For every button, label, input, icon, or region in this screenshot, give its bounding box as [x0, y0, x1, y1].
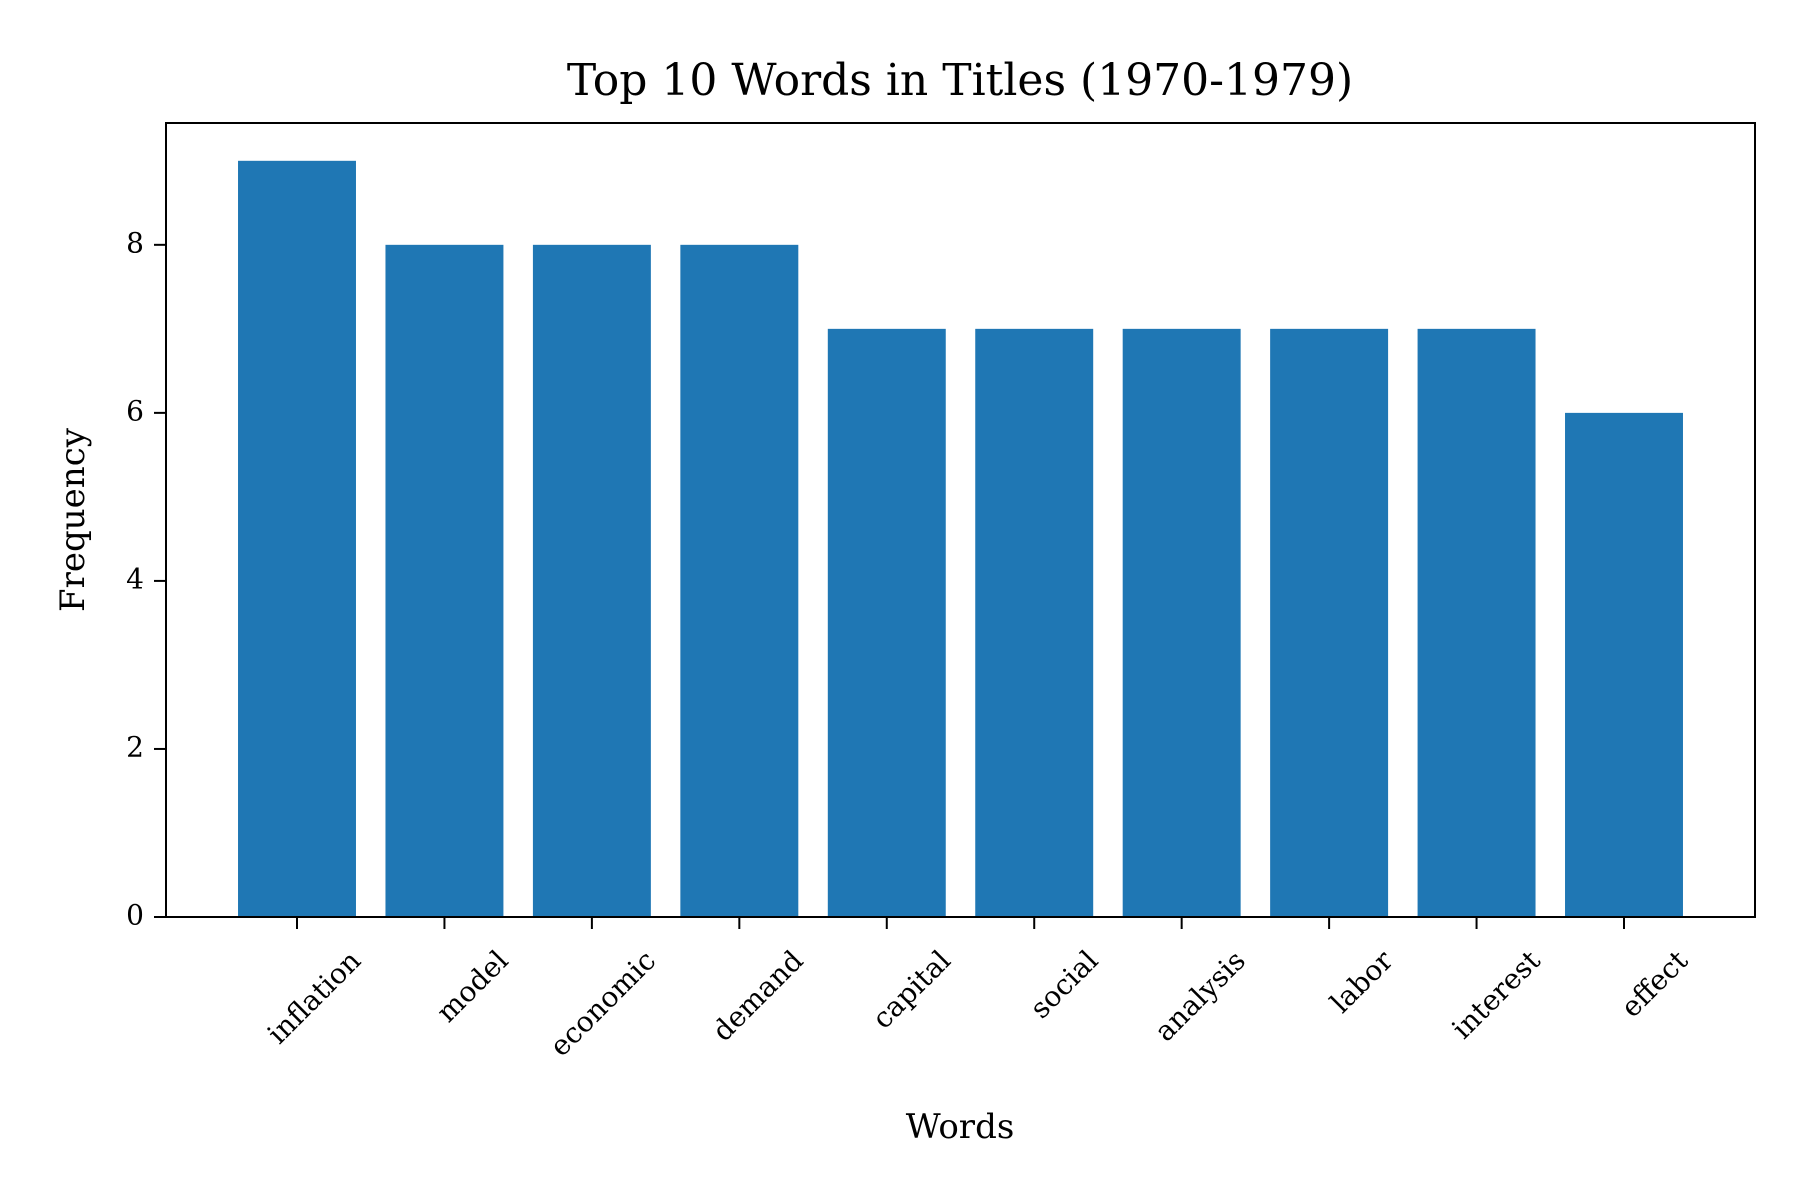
y-tick-label: 2	[126, 730, 144, 763]
y-tick-label: 0	[126, 899, 144, 932]
bar-social	[975, 328, 1094, 918]
plot-frame	[165, 122, 1756, 918]
bar-labor	[1270, 328, 1389, 918]
x-axis-label: Words	[906, 1107, 1015, 1147]
x-tick-label: effect	[1614, 943, 1694, 1023]
bar-interest	[1417, 328, 1536, 918]
x-tick-label: economic	[543, 944, 662, 1063]
bar-analysis	[1122, 328, 1241, 918]
y-axis-label: Frequency	[53, 427, 93, 612]
bars-group	[238, 160, 1683, 918]
bar-demand	[680, 244, 799, 917]
y-tick-label: 8	[126, 226, 144, 259]
x-tick-label: inflation	[261, 944, 367, 1050]
chart-title: Top 10 Words in Titles (1970-1979)	[567, 55, 1353, 106]
y-tick-label: 4	[126, 562, 144, 595]
bar-model	[385, 244, 504, 917]
x-tick-label: interest	[1445, 943, 1547, 1045]
x-tick-label: demand	[706, 944, 810, 1048]
bar-inflation	[238, 160, 356, 918]
bar-economic	[532, 244, 651, 917]
y-tick-label: 6	[126, 394, 144, 427]
bar-effect	[1565, 412, 1683, 917]
x-tick-label: analysis	[1148, 944, 1252, 1048]
x-tick-label: capital	[866, 944, 957, 1035]
x-tick-label: model	[430, 944, 515, 1029]
x-tick-label: labor	[1324, 943, 1400, 1019]
y-axis-ticks: 0 2 4 6 8	[126, 226, 166, 932]
x-tick-label: social	[1024, 944, 1105, 1025]
bar-capital	[827, 328, 946, 918]
x-axis-ticks: inflation model economic demand capital socia…	[261, 917, 1695, 1063]
